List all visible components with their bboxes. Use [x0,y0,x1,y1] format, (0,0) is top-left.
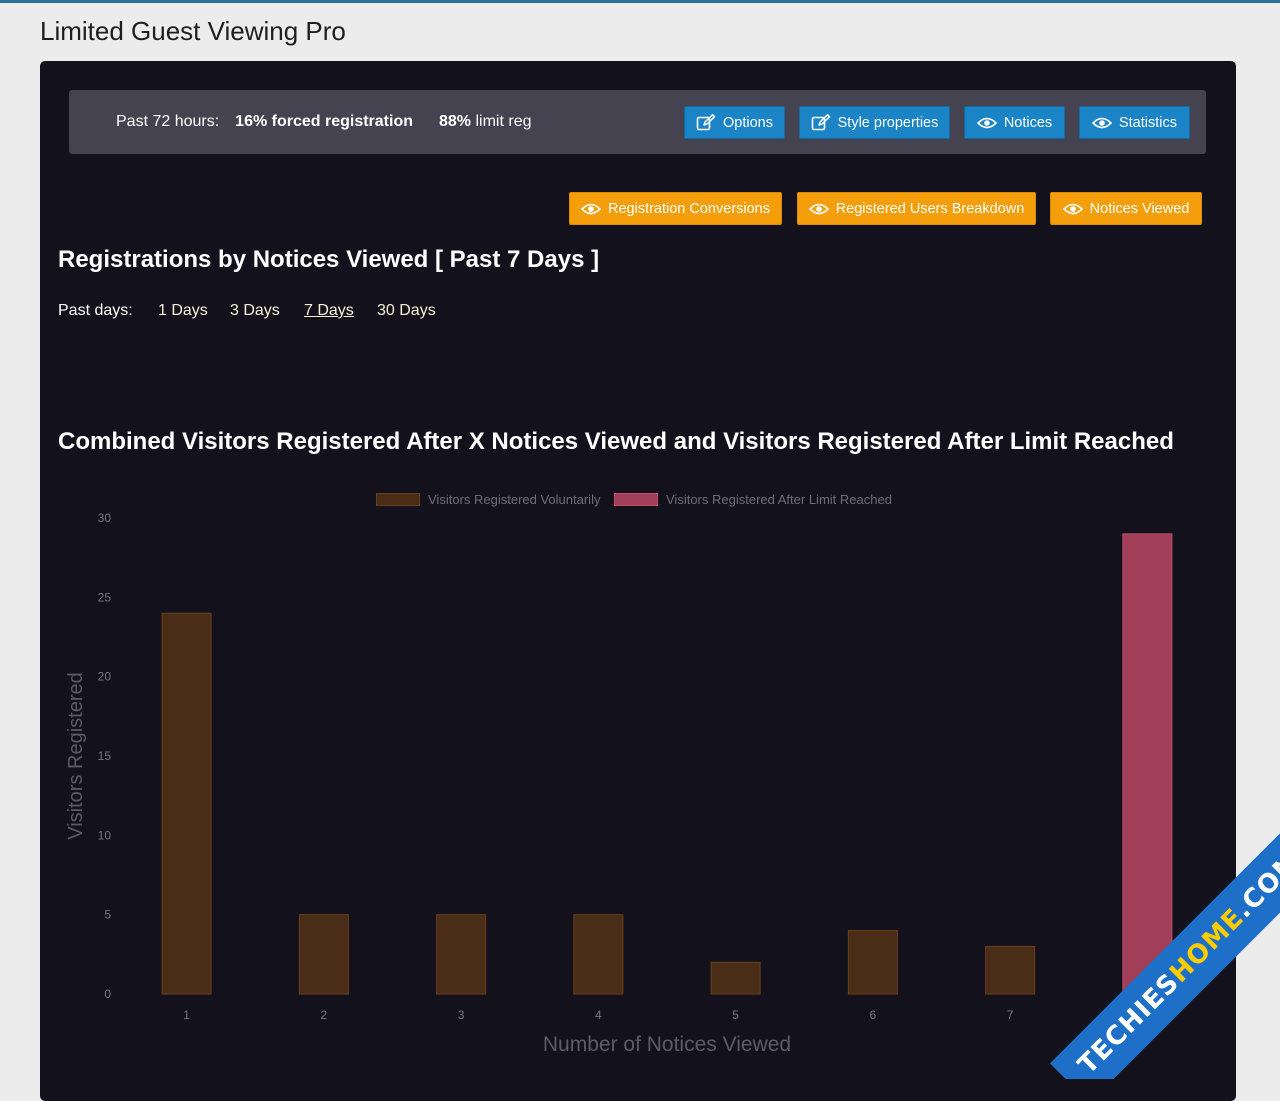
registered-users-breakdown-label: Registered Users Breakdown [835,200,1025,217]
eye-icon [1091,116,1112,130]
report-title: Registrations by Notices Viewed [ Past 7… [58,246,600,273]
y-tick-label: 15 [98,749,112,763]
past-days-label: Past days: [58,302,133,319]
edit-icon [811,113,831,132]
stats-forced-registration: 16% forced registration [235,113,413,130]
stats-bar: Past 72 hours: 16% forced registration 88%… [69,90,1206,154]
registered-users-breakdown-button[interactable]: Registered Users Breakdown [797,192,1036,225]
registration-conversions-button[interactable]: Registration Conversions [569,192,782,225]
x-tick-label: 5 [732,1008,739,1022]
days-option-3[interactable]: 3 Days [230,302,280,319]
bar-voluntary [573,914,624,995]
notices-button-label: Notices [1003,114,1053,131]
eye-icon [581,202,601,216]
x-axis-label: Number of Notices Viewed [543,1033,791,1056]
options-button-label: Options [723,114,773,131]
eye-icon [1062,202,1083,216]
y-tick-label: 10 [98,828,112,842]
bar-after-limit [1122,533,1173,995]
bar-voluntary [161,612,212,995]
bar-voluntary [847,930,898,995]
bar-voluntary [710,961,761,995]
x-tick-label: 1 [183,1008,190,1022]
days-option-7[interactable]: 7 Days [304,302,354,319]
watermark-text: TECHIES [1072,967,1186,1079]
techieshome-watermark: TECHIESHOME.COM [1040,820,1280,1079]
x-tick-label: 2 [321,1008,328,1022]
x-tick-label: 3 [458,1008,465,1022]
y-axis-label: Visitors Registered [65,672,87,839]
legend-label-voluntary: Visitors Registered Voluntarily [428,492,601,507]
notices-button[interactable]: Notices [964,106,1065,139]
main-panel: Past 72 hours: 16% forced registration 88%… [40,61,1236,1101]
stats-limit-value: 88% [439,113,472,130]
notices-viewed-label: Notices Viewed [1089,200,1190,217]
bar-voluntary [436,914,487,995]
legend-swatch-voluntary [376,493,420,506]
page-title: Limited Guest Viewing Pro [40,16,346,46]
y-tick-label: 25 [98,590,112,604]
y-tick-label: 20 [98,670,112,684]
bar-voluntary [985,945,1036,995]
stats-period-label: Past 72 hours: [116,113,220,130]
style-properties-button-label: Style properties [837,114,939,131]
eye-icon [976,116,997,130]
legend-label-limit: Visitors Registered After Limit Reached [666,492,892,507]
y-tick-label: 0 [104,987,111,1001]
statistics-button[interactable]: Statistics [1079,106,1190,139]
statistics-button-label: Statistics [1118,114,1177,131]
chart-title: Combined Visitors Registered After X Not… [58,428,1174,455]
top-accent-line [0,0,1280,3]
style-properties-button[interactable]: Style properties [799,106,950,139]
options-button[interactable]: Options [684,106,785,139]
x-tick-label: 6 [870,1008,877,1022]
legend-swatch-limit [614,493,658,506]
registration-conversions-label: Registration Conversions [608,200,770,217]
x-tick-label: 4 [595,1008,602,1022]
bar-voluntary [298,914,349,995]
eye-icon [808,202,829,216]
days-option-30[interactable]: 30 Days [377,302,436,319]
y-tick-label: 30 [98,511,112,525]
x-tick-label: 7 [1007,1008,1014,1022]
stats-summary: Past 72 hours: 16% forced registration 88%… [116,90,532,154]
notices-viewed-button[interactable]: Notices Viewed [1050,192,1202,225]
days-option-1[interactable]: 1 Days [158,302,208,319]
edit-icon [696,113,716,132]
watermark-accent: HOME [1164,902,1251,989]
stats-limit-label: limit reg [475,113,532,130]
y-tick-label: 5 [104,908,111,922]
